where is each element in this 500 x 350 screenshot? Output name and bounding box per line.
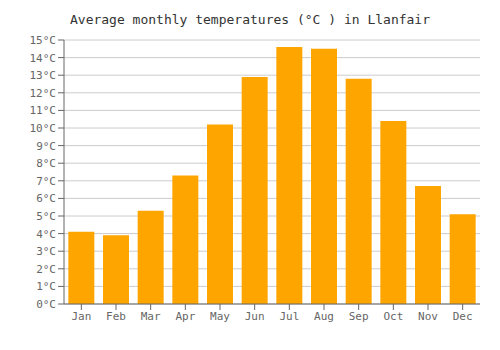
svg-text:13°C: 13°C — [30, 69, 57, 82]
svg-text:8°C: 8°C — [36, 157, 56, 170]
svg-text:Jan: Jan — [71, 310, 91, 323]
svg-text:Jun: Jun — [245, 310, 265, 323]
svg-text:Feb: Feb — [106, 310, 126, 323]
svg-text:Oct: Oct — [383, 310, 403, 323]
svg-text:Dec: Dec — [453, 310, 473, 323]
svg-text:1°C: 1°C — [36, 280, 56, 293]
svg-text:Nov: Nov — [418, 310, 438, 323]
svg-text:May: May — [210, 310, 230, 323]
svg-text:14°C: 14°C — [30, 52, 57, 65]
svg-text:7°C: 7°C — [36, 175, 56, 188]
svg-text:Sep: Sep — [349, 310, 369, 323]
svg-text:3°C: 3°C — [36, 245, 56, 258]
svg-text:Aug: Aug — [314, 310, 334, 323]
svg-text:Jul: Jul — [279, 310, 299, 323]
svg-text:11°C: 11°C — [30, 104, 57, 117]
svg-text:10°C: 10°C — [30, 122, 57, 135]
svg-text:2°C: 2°C — [36, 263, 56, 276]
svg-text:9°C: 9°C — [36, 140, 56, 153]
svg-text:Mar: Mar — [141, 310, 161, 323]
svg-text:12°C: 12°C — [30, 87, 57, 100]
svg-text:0°C: 0°C — [36, 298, 56, 311]
html-text:Average monthly temperatures (: Average monthly temperatures (°C ) in Ll… — [70, 12, 430, 27]
svg-text:15°C: 15°C — [30, 34, 57, 47]
svg-text:5°C: 5°C — [36, 210, 56, 223]
svg-text:4°C: 4°C — [36, 228, 56, 241]
svg-text:Apr: Apr — [175, 310, 195, 323]
svg-text:6°C: 6°C — [36, 192, 56, 205]
